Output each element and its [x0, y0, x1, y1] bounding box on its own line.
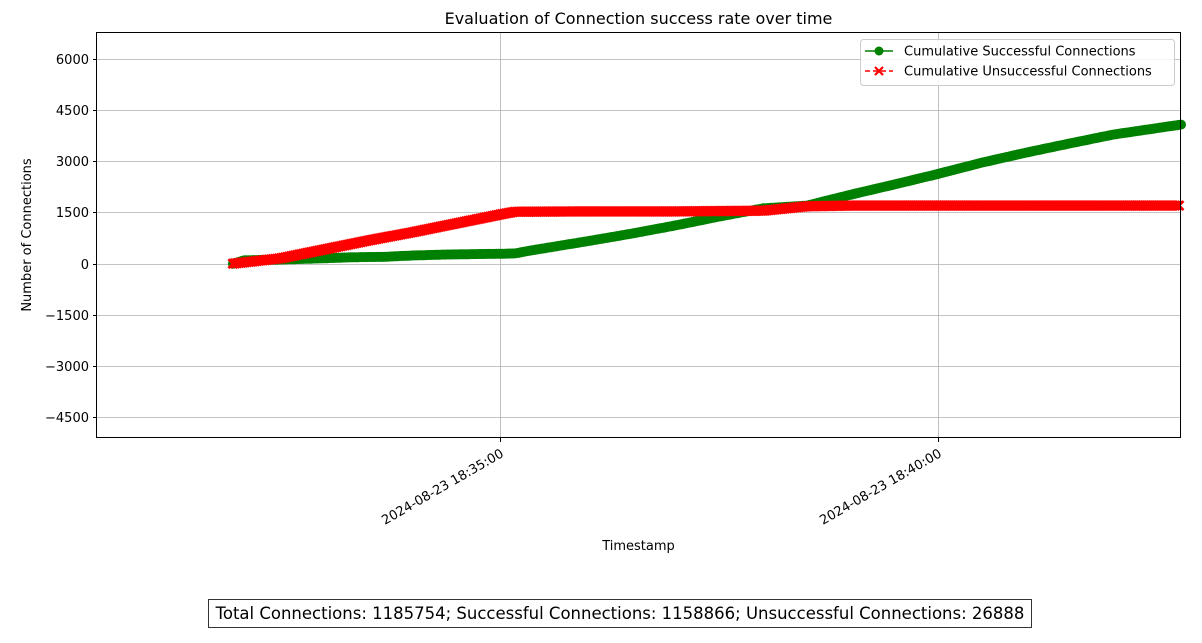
y-axis-label: Number of Connections [20, 158, 35, 312]
series-layer [227, 119, 1186, 270]
y-tick-label: 1500 [56, 206, 89, 221]
y-tick-label: −1500 [45, 309, 89, 324]
data-point [1173, 200, 1185, 212]
y-tick-label: −3000 [45, 360, 89, 375]
y-tick-label: 4500 [56, 104, 89, 119]
legend-marker [874, 46, 884, 56]
series-unsuccessful [227, 200, 1185, 270]
y-axis: −4500 −3000 −1500 0 1500 3000 4500 6000 [45, 53, 97, 426]
y-tick-label: 0 [81, 258, 89, 273]
plot-area [96, 32, 1181, 438]
legend-marker [874, 66, 884, 76]
legend-label: Cumulative Unsuccessful Connections [904, 65, 1152, 80]
legend-box [860, 39, 1175, 86]
legend-label: Cumulative Successful Connections [904, 45, 1136, 60]
chart-title: Evaluation of Connection success rate ov… [445, 9, 833, 28]
x-tick-label: 2024-08-23 18:40:00 [817, 446, 944, 528]
y-tick-label: 6000 [56, 53, 89, 68]
x-axis: 2024-08-23 18:35:00 2024-08-23 18:40:00 [379, 438, 945, 529]
series-successful [227, 119, 1186, 269]
x-tick-label: 2024-08-23 18:35:00 [379, 446, 506, 528]
y-tick-label: −4500 [45, 411, 89, 426]
legend: Cumulative Successful Connections Cumulat… [860, 39, 1175, 86]
y-tick-label: 3000 [56, 155, 89, 170]
summary-text: Total Connections: 1185754; Successful C… [215, 604, 1025, 623]
summary-box: Total Connections: 1185754; Successful C… [208, 599, 1032, 628]
data-point [1169, 200, 1181, 212]
x-axis-label: Timestamp [601, 539, 675, 554]
